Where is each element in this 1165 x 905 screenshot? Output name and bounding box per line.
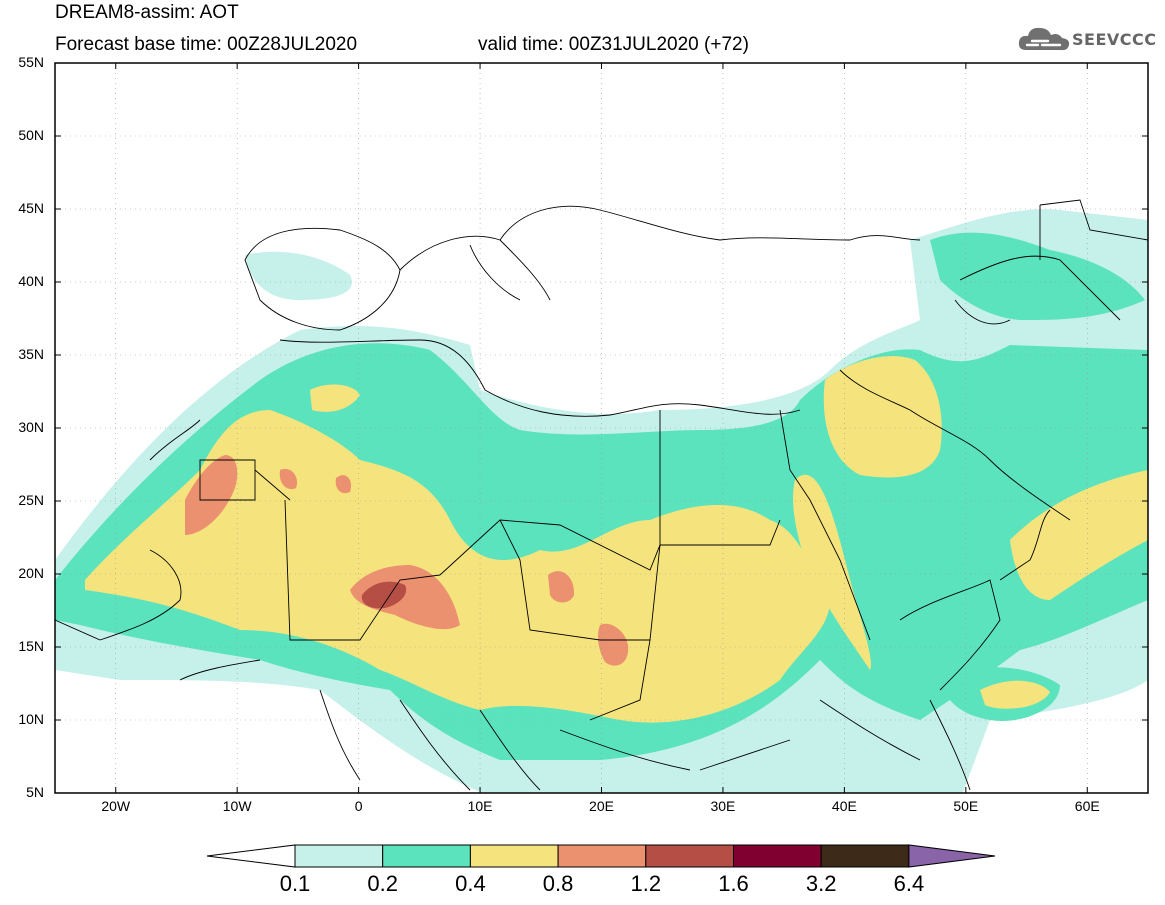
aot-0.4-region [823,356,942,478]
colorbar-label: 0.4 [455,871,486,896]
lon-label: 30E [710,798,736,814]
colorbar-label: 1.6 [718,871,749,896]
lon-label: 50E [953,798,979,814]
lat-label: 5N [26,784,44,800]
cloud-icon [1018,27,1070,51]
colorbar-label: 0.8 [542,871,574,896]
lat-label: 45N [18,200,44,216]
aot-0.8-region [597,623,629,666]
logo-text: SEEVCCC [1072,29,1157,49]
colorbar-label: 0.1 [279,871,311,896]
colorbar-label: 0.2 [367,871,398,896]
lat-label: 55N [18,54,44,70]
lat-label: 50N [18,127,44,143]
lat-label: 35N [18,346,44,362]
lat-label: 30N [18,419,44,435]
lat-label: 40N [18,273,44,289]
lat-label: 10N [18,711,44,727]
lon-label: 20W [101,798,131,814]
map-title: DREAM8-assim: AOT [55,2,239,23]
aot-field [55,209,1148,793]
aot-0.2-region [930,232,1145,320]
seevccc-logo: SEEVCCC [1018,22,1157,56]
lat-label: 25N [18,492,44,508]
aot-0.8-region [548,571,575,603]
country-borders [55,199,1148,791]
aot-0.8-region [350,565,460,630]
lat-label: 20N [18,565,44,581]
lon-label: 10W [222,798,252,814]
aot-0.4-region [793,474,871,670]
aot-0.4-region [310,384,360,412]
aot-0.4-region [85,410,830,723]
lon-label: 10E [467,798,493,814]
lat-label: 15N [18,638,44,654]
aot-1.2-region [361,581,407,609]
lon-label: 60E [1074,798,1100,814]
lon-label: 40E [831,798,857,814]
aot-0.1-region [245,251,352,300]
lon-label: 20E [589,798,614,814]
colorbar-label: 3.2 [805,871,837,896]
colorbar-label: 1.2 [630,871,662,896]
aot-0.4-region [980,680,1050,709]
aot-0.4-region [1010,470,1148,600]
valid-time: valid time: 00Z31JUL2020 (+72) [478,34,749,55]
axis-ticks [55,62,1148,794]
aot-0.8-region [279,468,298,490]
aot-0.8-region [335,475,352,494]
aot-0.8-region [185,455,238,535]
base-time: Forecast base time: 00Z28JUL2020 [55,34,358,55]
colorbar-label: 6.4 [893,871,925,896]
lon-label: 0 [354,798,363,814]
graticule [55,63,1148,793]
